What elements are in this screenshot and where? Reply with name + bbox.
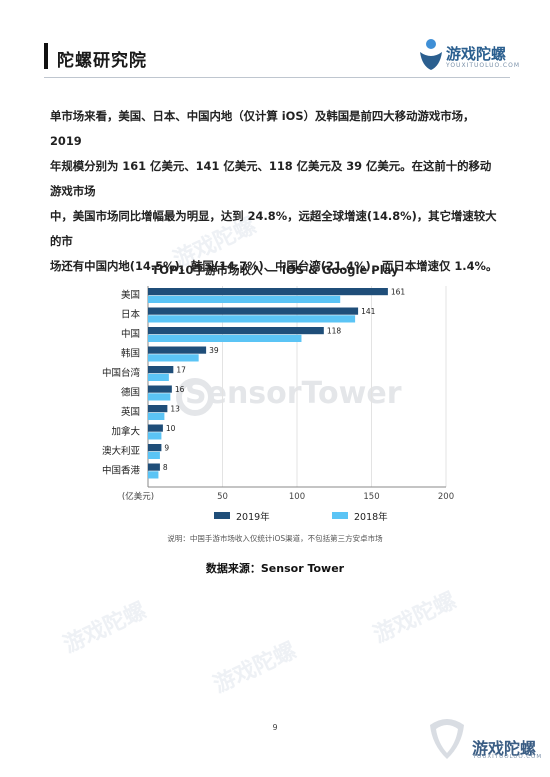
bar [148, 288, 388, 296]
brand-logo: 游戏陀螺 YOUXITUOLUO.COM [418, 38, 521, 78]
data-label: 9 [164, 444, 169, 453]
sensortower-watermark-icon [176, 378, 214, 416]
chart-note: 说明：中国手游市场收入仅统计iOS渠道，不包括第三方安卓市场 [167, 534, 383, 543]
bar [148, 334, 302, 342]
brand-name: 游戏陀螺 [446, 45, 507, 63]
bar [148, 463, 160, 471]
legend-swatch [214, 512, 230, 519]
spinning-top-icon [430, 719, 464, 759]
bar [148, 366, 174, 374]
data-label: 8 [163, 463, 168, 472]
bar [148, 393, 171, 401]
bar [148, 471, 159, 479]
x-tick-label: 100 [289, 492, 305, 502]
data-source: 数据来源：Sensor Tower [205, 562, 345, 575]
data-label: 118 [327, 327, 342, 336]
data-label: 17 [176, 366, 186, 375]
bar [148, 385, 172, 393]
x-tick-label: 150 [363, 492, 379, 502]
bar [148, 405, 168, 413]
bar [148, 451, 160, 459]
bar [148, 327, 324, 335]
bar [148, 354, 199, 362]
header-accent-bar [44, 43, 48, 69]
page-number: 9 [272, 723, 278, 732]
paragraph-line: 单市场来看，美国、日本、中国内地（仅计算 iOS）及韩国是前四大移动游戏市场，2… [50, 109, 475, 148]
category-label: 加拿大 [111, 426, 140, 438]
category-label: 日本 [121, 309, 141, 321]
bar [148, 432, 162, 440]
data-label: 161 [391, 288, 406, 297]
bar [148, 373, 169, 381]
header-divider [44, 77, 510, 78]
category-label: 英国 [121, 406, 140, 418]
paragraph-line: 场还有中国内地(14.5%)、韩国(14.7%)、中国台湾(21.4%)，而日本… [50, 259, 498, 273]
legend-label: 2018年 [354, 512, 388, 523]
bar [148, 424, 163, 432]
category-label: 中国台湾 [102, 367, 141, 379]
spinning-top-icon [420, 39, 442, 70]
paragraph-line: 年规模分别为 161 亿美元、141 亿美元、118 亿美元及 39 亿美元。在… [50, 159, 492, 198]
legend-swatch [332, 512, 348, 519]
data-label: 39 [209, 346, 219, 355]
data-label: 10 [166, 424, 176, 433]
legend-label: 2019年 [236, 512, 270, 523]
x-tick-label: 200 [438, 492, 454, 502]
bar [148, 444, 162, 452]
data-label: 141 [361, 307, 376, 316]
category-label: 中国 [121, 328, 140, 340]
data-label: 13 [170, 405, 180, 414]
bar [148, 315, 356, 323]
legend-item-2019: 2019年 [214, 509, 270, 523]
category-label: 澳大利亚 [102, 445, 141, 457]
x-unit-label: (亿美元) [122, 491, 154, 502]
x-tick-label: 50 [217, 492, 228, 502]
bar [148, 307, 359, 315]
brand-subtitle: YOUXITUOLUO.COM [446, 62, 521, 69]
legend-item-2018: 2018年 [332, 509, 388, 523]
header-title: 陀螺研究院 [57, 51, 147, 71]
footer-brand-name: 游戏陀螺 [472, 739, 537, 758]
body-paragraph: 单市场来看，美国、日本、中国内地（仅计算 iOS）及韩国是前四大移动游戏市场，2… [50, 104, 502, 279]
sensortower-watermark: SensorTower [185, 376, 402, 411]
footer-logo: 游戏陀螺 YOUXITUOLUO.COM [424, 715, 544, 765]
category-label: 德国 [121, 387, 140, 399]
bar [148, 295, 341, 303]
category-label: 中国香港 [102, 465, 141, 477]
chart-title: TOP10手游市场收入 — iOS & Google Play [151, 263, 399, 277]
category-label: 韩国 [121, 348, 140, 360]
category-label: 美国 [121, 289, 140, 301]
paragraph-line: 中，美国市场同比增幅最为明显，达到 24.8%，远超全球增速(14.8%)，其它… [50, 209, 497, 248]
data-label: 16 [175, 385, 185, 394]
footer-brand-subtitle: YOUXITUOLUO.COM [473, 754, 543, 760]
bar [148, 412, 165, 420]
bar [148, 346, 207, 354]
